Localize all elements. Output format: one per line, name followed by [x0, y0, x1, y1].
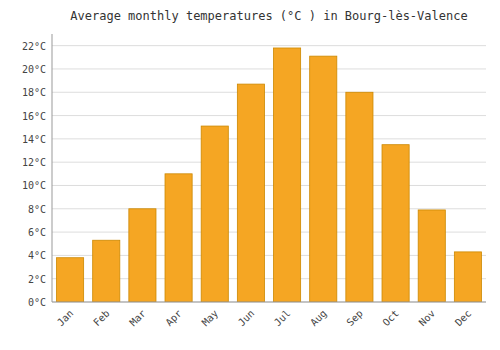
grid-line: [52, 68, 486, 69]
y-tick-label: 8°C: [28, 204, 46, 215]
chart: Average monthly temperatures (°C ) in Bo…: [0, 0, 500, 350]
x-tick-label: Dec: [453, 308, 474, 329]
y-tick-label: 10°C: [22, 180, 46, 191]
grid: [52, 46, 486, 302]
bar: [346, 92, 373, 302]
grid-line: [52, 45, 486, 46]
x-tick-label: Jan: [55, 308, 76, 329]
x-tick-label: Sep: [344, 308, 365, 329]
grid-line: [52, 208, 486, 209]
y-tick-label: 4°C: [28, 250, 46, 261]
bar: [274, 48, 301, 302]
bar: [57, 258, 84, 302]
x-tick-label: Apr: [163, 308, 184, 329]
y-tick-label: 18°C: [22, 87, 46, 98]
bar: [129, 209, 156, 302]
title: Average monthly temperatures (°C ) in Bo…: [70, 9, 467, 23]
x-tick-label: Jul: [272, 308, 293, 329]
grid-line: [52, 92, 486, 93]
x-tick-label: Mar: [127, 308, 148, 329]
grid-line: [52, 185, 486, 186]
x-tick-label: Feb: [91, 308, 112, 329]
grid-line: [52, 115, 486, 116]
y-tick-label: 14°C: [22, 134, 46, 145]
y-tick-label: 2°C: [28, 274, 46, 285]
y-tick-label: 16°C: [22, 111, 46, 122]
x-tick-label: Nov: [417, 308, 438, 329]
x-tick-label: Aug: [308, 308, 329, 329]
bar: [310, 56, 337, 302]
x-tick-label: May: [200, 308, 221, 329]
x-axis-line: [52, 302, 486, 303]
x-tick-label: Oct: [380, 308, 401, 329]
y-tick-label: 22°C: [22, 41, 46, 52]
grid-line: [52, 302, 486, 303]
bar: [165, 174, 192, 302]
bar: [382, 145, 409, 302]
grid-line: [52, 138, 486, 139]
y-tick-label: 0°C: [28, 297, 46, 308]
bar: [237, 84, 264, 302]
x-tick-label: Jun: [236, 308, 257, 329]
bar: [93, 240, 120, 302]
bar: [418, 210, 445, 302]
y-axis-line: [52, 34, 53, 302]
bars: [57, 48, 482, 302]
bar: [201, 126, 228, 302]
y-tick-label: 20°C: [22, 64, 46, 75]
y-tick-label: 6°C: [28, 227, 46, 238]
bar: [454, 252, 481, 302]
grid-line: [52, 162, 486, 163]
y-tick-label: 12°C: [22, 157, 46, 168]
